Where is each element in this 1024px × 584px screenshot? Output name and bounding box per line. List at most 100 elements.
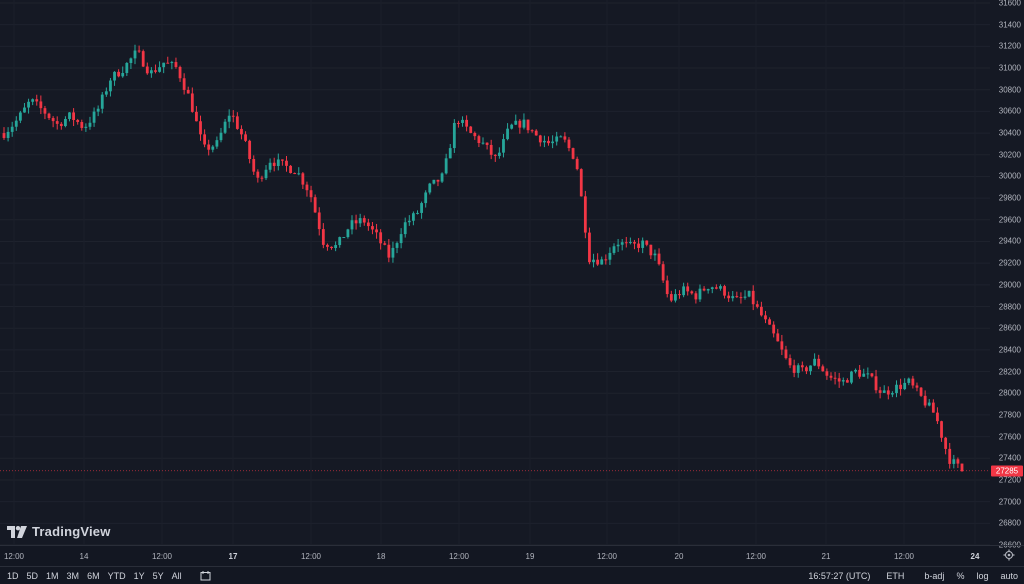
date-range-icon[interactable] [200, 570, 211, 581]
bottom-toolbar: 1D 5D 1M 3M 6M YTD 1Y 5Y All 16:57:27 (U… [0, 566, 1024, 584]
range-all-button[interactable]: All [171, 570, 182, 581]
candle-body [768, 319, 771, 325]
candle-body [800, 365, 804, 368]
time-tick-label: 19 [525, 552, 535, 561]
time-tick-label: 12:00 [300, 552, 322, 561]
auto-scale-toggle[interactable]: auto [1000, 570, 1018, 581]
time-tick-label: 24 [970, 552, 980, 561]
candle-body [23, 107, 26, 113]
range-1y-button[interactable]: 1Y [133, 570, 145, 581]
candle-body [92, 111, 96, 123]
candle-body [293, 173, 297, 175]
log-scale-toggle[interactable]: log [976, 570, 989, 581]
candle-body [391, 247, 395, 258]
candle-body [956, 459, 960, 464]
range-3m-button[interactable]: 3M [66, 570, 80, 581]
candle-body [182, 78, 186, 90]
candle-body [100, 94, 104, 109]
candle-body [358, 218, 362, 224]
price-tick-label: 27400 [998, 453, 1021, 463]
candle-body [710, 287, 714, 290]
candle-body [854, 369, 857, 372]
candle-body [612, 246, 616, 253]
candle-body [813, 358, 817, 366]
candle-body [55, 121, 59, 124]
range-5y-button[interactable]: 5Y [152, 570, 164, 581]
candle-body [174, 62, 178, 67]
candle-body [637, 243, 640, 248]
candle-body [440, 173, 444, 182]
candle-body [68, 112, 71, 119]
range-6m-button[interactable]: 6M [87, 570, 100, 581]
time-axis[interactable]: 12:00 14 12:00 17 12:00 18 12:00 19 12:00 20 12:00… [0, 545, 1024, 566]
candle-body [203, 134, 207, 145]
candle-body [706, 289, 710, 291]
symbol-label[interactable]: ETH [886, 570, 905, 581]
candle-body [186, 89, 190, 94]
tradingview-logo[interactable]: TradingView [7, 524, 111, 539]
settings-gear-icon[interactable] [1003, 549, 1015, 561]
candle-body [669, 294, 673, 301]
candle-body [817, 358, 821, 367]
logo-text: TradingView [32, 524, 111, 539]
candlestick-chart[interactable] [0, 0, 990, 545]
time-tick-label: 14 [79, 552, 89, 561]
candle-body [948, 448, 952, 464]
candle-body [2, 133, 6, 138]
candle-body [76, 120, 80, 123]
candle-body [489, 144, 493, 155]
candle-body [305, 184, 309, 191]
candle-body [452, 122, 456, 149]
candle-body [727, 295, 731, 299]
candle-body [931, 402, 935, 413]
candle-body [923, 395, 927, 406]
candle-body [538, 135, 542, 143]
candle-body [960, 463, 964, 472]
candle-body [412, 213, 415, 221]
range-ytd-button[interactable]: YTD [107, 570, 126, 581]
candle-body [407, 220, 411, 223]
bottom-right-controls: 16:57:27 (UTC) ETH b-adj % log auto [802, 567, 1024, 584]
price-axis[interactable]: 26600 26800 27000 27200 27400 27600 27800 28000… [990, 0, 1024, 550]
candle-body [350, 220, 354, 230]
candle-body [526, 119, 530, 131]
range-5d-button[interactable]: 5D [26, 570, 39, 581]
candle-body [506, 128, 509, 140]
candle-body [600, 259, 604, 265]
candle-body [207, 144, 211, 150]
candle-body [72, 112, 75, 121]
price-tick-label: 28200 [998, 367, 1021, 377]
candle-body [825, 371, 829, 376]
price-tick-label: 31200 [998, 41, 1021, 51]
candle-body [289, 165, 292, 174]
candle-body [936, 412, 939, 422]
range-1d-button[interactable]: 1D [7, 570, 19, 581]
candle-body [387, 244, 391, 258]
candle-body [833, 377, 837, 379]
time-tick-label: 21 [821, 552, 831, 561]
candle-body [166, 62, 170, 64]
candle-body [772, 324, 776, 334]
candle-body [317, 212, 321, 230]
candle-body [297, 173, 301, 175]
range-1m-button[interactable]: 1M [46, 570, 59, 581]
candle-body [616, 244, 620, 247]
time-tick-label: 17 [228, 552, 238, 561]
candle-body [14, 120, 18, 127]
chart-pane[interactable] [0, 0, 990, 545]
candle-body [362, 218, 366, 223]
utc-clock[interactable]: 16:57:27 (UTC) [808, 570, 871, 581]
candle-body [416, 212, 419, 214]
adjust-toggle[interactable]: b-adj [924, 570, 945, 581]
candle-body [845, 380, 849, 383]
candle-body [334, 245, 338, 249]
percent-scale-toggle[interactable]: % [956, 570, 965, 581]
price-tick-label: 30600 [998, 106, 1021, 116]
candle-body [219, 132, 223, 141]
candle-body [121, 72, 125, 77]
candle-body [837, 378, 841, 382]
candle-body [567, 139, 571, 149]
candle-body [276, 159, 280, 166]
candle-body [248, 140, 252, 160]
candle-body [575, 158, 579, 170]
